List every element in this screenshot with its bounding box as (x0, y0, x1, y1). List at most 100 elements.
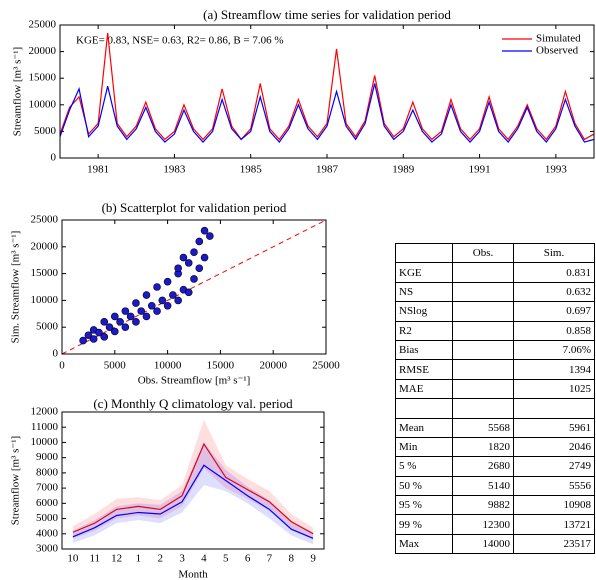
scatter-point (179, 253, 188, 262)
row-label: NS (395, 281, 453, 303)
y-tick-label: 25000 (31, 214, 59, 226)
x-tick-label: 12 (111, 553, 122, 565)
sim-cell: 23517 (513, 533, 595, 555)
y-tick-label: 5000 (36, 321, 59, 333)
scatter-point (126, 312, 135, 321)
scatter-point (158, 296, 167, 305)
row-label: Mean (395, 417, 453, 438)
obs-cell: 5568 (452, 417, 514, 438)
y-tick-label: 8000 (36, 466, 59, 478)
x-tick-label: 5000 (104, 360, 127, 372)
scatter-point (89, 335, 98, 343)
scatter-point (153, 307, 161, 315)
scatter-point (174, 264, 182, 273)
obs-cell: 1820 (452, 436, 514, 458)
table-row: 99 % 12300 13721 (395, 514, 595, 535)
obs-cell (452, 262, 514, 283)
table-body: KGE 0.831 NS 0.632 NSlog 0.697 R2 0.858 Bias 7.06… (395, 262, 595, 555)
row-label: 50 % (395, 475, 453, 497)
x-tick-label: 6 (245, 553, 251, 565)
y-tick-label: 12000 (31, 406, 59, 418)
empty-cell (395, 398, 453, 419)
table-row: R2 0.858 (395, 320, 595, 341)
y-axis-label: Streamflow [m³ s⁻¹] (12, 47, 24, 136)
y-tick-label: 11000 (31, 421, 59, 433)
scatter-point (137, 307, 145, 315)
row-label: RMSE (395, 359, 453, 380)
chart-title: (c) Monthly Q climatology val. period (93, 396, 293, 411)
scatter-point (153, 283, 161, 291)
x-tick-label: 1989 (392, 164, 415, 176)
x-axis-label: Obs. Streamflow [m³ s⁻¹] (138, 375, 251, 387)
table-row: 95 % 9882 10908 (395, 495, 595, 516)
y-tick-label: 25000 (29, 19, 57, 31)
scatter-point (200, 253, 209, 262)
sim-cell: 1025 (513, 378, 595, 400)
scatter-point (111, 312, 119, 321)
scatter-point (169, 291, 177, 299)
row-label: Min (395, 436, 453, 458)
spacer-row (395, 398, 595, 419)
x-tick-label: 3 (179, 553, 185, 565)
scatter-point (195, 264, 204, 273)
table-row: KGE 0.831 (395, 262, 595, 283)
series-line (72, 464, 314, 539)
table-row: Bias 7.06% (395, 339, 595, 361)
y-tick-label: 15000 (31, 267, 59, 279)
scatter-point (100, 318, 109, 326)
y-axis-label: Streamflow [m³ s⁻¹] (10, 436, 22, 525)
obs-cell (452, 281, 514, 303)
series-line (59, 83, 595, 143)
y-tick-label: 10000 (29, 98, 57, 110)
sim-cell: 0.831 (513, 262, 595, 283)
scatter-point (142, 291, 151, 299)
plot-frame (61, 411, 325, 550)
obs-cell: 2680 (452, 456, 514, 477)
table-row: NSlog 0.697 (395, 301, 595, 322)
row-label: MAE (395, 378, 453, 400)
sim-cell: 2749 (513, 456, 595, 477)
sim-cell: 2046 (513, 436, 595, 458)
scatter-point (174, 296, 182, 305)
x-tick-label: 0 (59, 360, 65, 372)
corner-cell (395, 242, 453, 264)
obs-cell: 12300 (452, 514, 514, 535)
y-tick-label: 0 (51, 152, 57, 164)
obs-cell (452, 359, 514, 380)
header-row: Obs. Sim. (395, 242, 595, 264)
scatter-point (184, 288, 193, 297)
y-axis-label: Sim. Streamflow [m³ s⁻¹] (10, 231, 22, 344)
scatter-point (111, 327, 119, 336)
scatter-point (95, 328, 103, 337)
scatter-point (195, 237, 204, 246)
x-tick-label: 1987 (316, 164, 339, 176)
row-label: R2 (395, 320, 453, 341)
x-axis-label: Month (178, 569, 208, 580)
legend-label: Observed (536, 45, 579, 57)
scatter-point (84, 331, 93, 340)
sim-cell: 5961 (513, 417, 595, 438)
table-row: 5 % 2680 2749 (395, 456, 595, 477)
scatter-point (121, 323, 130, 332)
x-tick-label: 1983 (163, 164, 186, 176)
row-label: 95 % (395, 495, 453, 516)
obs-cell (452, 301, 514, 322)
chart-title: (b) Scatterplot for validation period (102, 200, 287, 215)
sim-cell: 0.632 (513, 281, 595, 303)
scatter-point (105, 323, 114, 332)
x-tick-label: 5 (223, 553, 229, 565)
uncertainty-band (72, 419, 314, 540)
uncertainty-band (72, 442, 314, 545)
x-tick-label: 9 (310, 553, 316, 565)
scatter-point (132, 318, 140, 326)
obs-cell: 5140 (452, 475, 514, 497)
table-row: Mean 5568 5961 (395, 417, 595, 438)
sim-cell: 7.06% (513, 339, 595, 361)
x-tick-label: 10 (67, 553, 79, 565)
y-tick-label: 10000 (31, 436, 59, 448)
x-tick-label: 8 (289, 553, 295, 565)
y-tick-label: 3000 (36, 543, 59, 555)
row-label: Bias (395, 339, 453, 361)
obs-cell (452, 378, 514, 400)
